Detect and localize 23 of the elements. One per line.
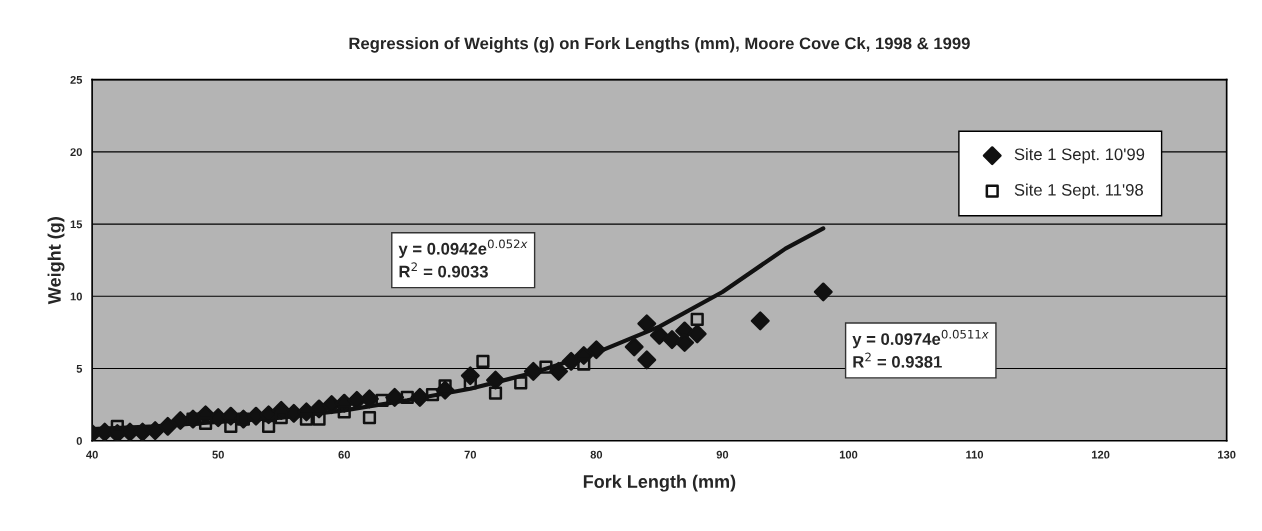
text: y = 0.0942e$^{0.052x}$ R$^{2}$ = 0.9033 [398,239,528,278]
y-tick-label: 5 [76,364,83,373]
x-tick-label: 60 [338,450,350,459]
y-tick-label: 25 [70,75,83,84]
legend-label: Site 1 Sept. 11'98 [1014,183,1143,200]
chart-title: Regression of Weights (g) on Fork Lengths (mm), Moore Cove Ck, 1998 & 1999 [349,37,970,53]
x-tick-label: 120 [1092,450,1110,459]
x-tick-label: 70 [464,450,477,459]
x-tick-label: 100 [839,450,858,459]
y-tick-label: 20 [70,148,82,156]
x-tick-label: 110 [966,450,984,459]
x-axis-title: Fork Length (mm) [583,474,736,492]
text: y = 0.0974e$^{0.0511x}$ R$^{2}$ = 0.9381 [852,329,989,368]
y-tick-label: 10 [70,292,82,301]
y-tick-label: 15 [70,220,83,229]
y-axis-title: Weight (g) [47,217,65,305]
x-tick-label: 130 [1218,450,1236,459]
y-tick-label: 0 [76,437,82,445]
x-tick-label: 40 [86,450,98,459]
x-tick-label: 80 [590,450,603,459]
x-tick-label: 90 [716,450,729,459]
x-tick-label: 50 [212,450,224,459]
legend-label: Site 1 Sept. 10'99 [1014,147,1145,164]
